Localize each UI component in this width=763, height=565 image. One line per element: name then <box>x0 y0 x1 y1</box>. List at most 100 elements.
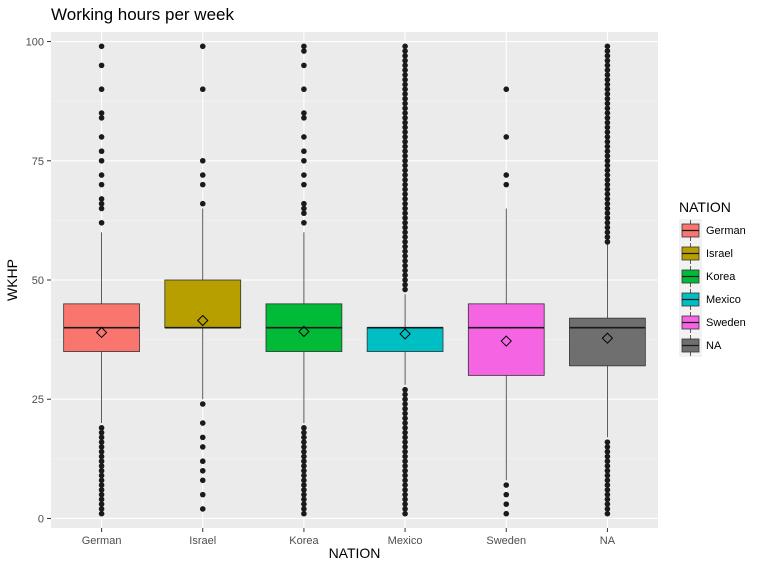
outlier-point <box>402 229 408 236</box>
outlier-point <box>604 487 611 493</box>
outlier-point <box>503 491 510 498</box>
outlier-point <box>402 410 408 417</box>
outlier-point <box>98 458 105 465</box>
outlier-point <box>604 172 611 178</box>
outlier-point <box>98 444 105 450</box>
outlier-point <box>402 267 408 274</box>
outlier-point <box>98 62 105 69</box>
outlier-point <box>402 415 408 422</box>
outlier-point <box>402 467 408 474</box>
legend-label-na: NA <box>706 340 722 352</box>
outlier-point <box>604 124 611 131</box>
outlier-point <box>98 472 105 479</box>
outlier-point <box>402 57 408 64</box>
outlier-point <box>199 172 206 178</box>
y-tick-label: 50 <box>32 275 44 287</box>
outlier-point <box>402 177 408 183</box>
outlier-point <box>402 477 408 484</box>
outlier-point <box>301 491 307 498</box>
outlier-point <box>604 119 611 126</box>
outlier-point <box>604 210 611 217</box>
outlier-point <box>301 482 307 488</box>
outlier-point <box>98 148 105 155</box>
outlier-point <box>402 510 408 517</box>
outlier-point <box>402 472 408 479</box>
outlier-point <box>301 210 307 217</box>
outlier-point <box>402 286 408 293</box>
outlier-point <box>604 472 611 479</box>
outlier-point <box>402 129 408 135</box>
outlier-point <box>301 453 307 460</box>
box-group <box>63 43 140 517</box>
outlier-point <box>98 510 105 517</box>
outlier-point <box>301 157 307 164</box>
outlier-point <box>604 215 611 221</box>
outlier-point <box>402 420 408 426</box>
outlier-point <box>402 76 408 83</box>
outlier-point <box>604 448 611 455</box>
outlier-point <box>604 444 611 450</box>
box-sweden <box>467 303 545 376</box>
outlier-point <box>402 105 408 112</box>
outlier-point <box>402 219 408 226</box>
outlier-point <box>301 429 307 436</box>
outlier-point <box>402 62 408 69</box>
box-israel <box>164 279 242 329</box>
outlier-point <box>604 167 611 174</box>
outlier-point <box>402 172 408 178</box>
outlier-point <box>402 396 408 403</box>
outlier-point <box>301 219 307 226</box>
mean-diamond <box>601 332 614 344</box>
outlier-point <box>199 181 206 188</box>
outlier-point <box>604 95 611 102</box>
outlier-point <box>402 186 408 193</box>
outlier-point <box>402 425 408 431</box>
outlier-point <box>604 62 611 69</box>
outlier-point <box>98 501 105 507</box>
outlier-point <box>402 196 408 202</box>
outlier-point <box>604 157 611 164</box>
outlier-point <box>604 53 611 59</box>
outlier-point <box>199 157 206 164</box>
outlier-point <box>402 181 408 188</box>
outlier-point <box>301 48 307 54</box>
outlier-point <box>402 277 408 283</box>
outlier-point <box>604 100 611 107</box>
outlier-point <box>402 153 408 159</box>
outlier-point <box>199 477 206 484</box>
box-na <box>569 317 646 367</box>
outlier-point <box>402 167 408 174</box>
outlier-point <box>402 386 408 393</box>
outlier-point <box>301 501 307 507</box>
outlier-point <box>503 134 510 140</box>
outlier-point <box>604 181 611 188</box>
outlier-point <box>402 157 408 164</box>
y-tick-label: 0 <box>38 513 44 525</box>
outlier-point <box>98 157 105 164</box>
outlier-point <box>199 506 206 512</box>
outlier-point <box>402 124 408 131</box>
outlier-point <box>402 205 408 212</box>
outlier-point <box>402 43 408 50</box>
mean-diamond <box>399 328 411 340</box>
box-group <box>467 86 545 517</box>
outlier-point <box>301 467 307 474</box>
outlier-point <box>402 53 408 59</box>
outlier-point <box>301 496 307 503</box>
outlier-point <box>402 191 408 197</box>
outlier-point <box>604 205 611 212</box>
outlier-point <box>604 510 611 517</box>
outlier-point <box>402 444 408 450</box>
outlier-point <box>402 506 408 512</box>
outlier-point <box>604 115 611 121</box>
outlier-point <box>402 272 408 279</box>
outlier-point <box>604 153 611 159</box>
outlier-point <box>98 425 105 431</box>
outlier-point <box>402 496 408 503</box>
outlier-point <box>604 196 611 202</box>
outlier-point <box>604 200 611 207</box>
outlier-point <box>301 444 307 450</box>
outlier-point <box>604 43 611 50</box>
outlier-point <box>98 477 105 484</box>
y-tick-label: 100 <box>26 37 44 49</box>
